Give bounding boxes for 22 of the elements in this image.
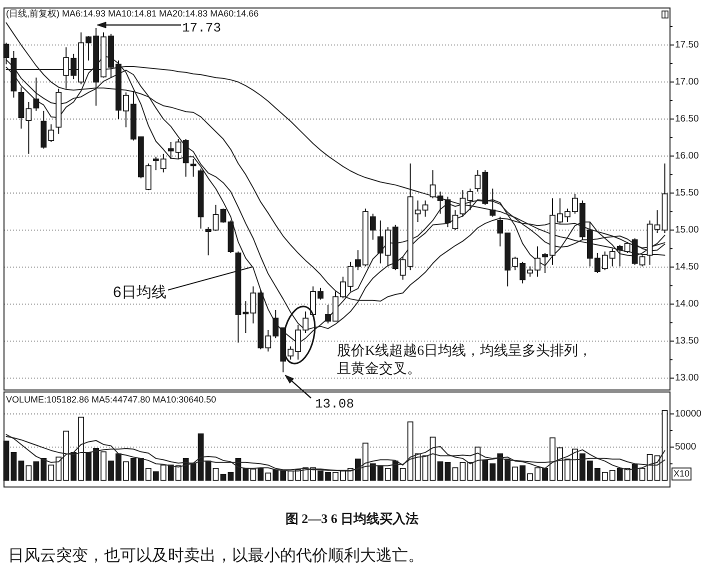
title: VOLUME:105182.86 MA5:44747.80 MA10:30640.50 [6, 394, 216, 404]
y-tick-label: 10000 [675, 408, 702, 420]
annotation: 日风云突变，也可以及时卖出，以最小的代价顺利大逃亡。 [8, 548, 424, 565]
y-tick-label: 16.50 [675, 114, 699, 125]
y-tick-label: 14.50 [675, 262, 699, 273]
title: 图 2—3 6 日均线买入法 [285, 510, 419, 526]
y-tick-label: 16.00 [675, 150, 699, 162]
title: (日线,前复权) MA6:14.93 MA10:14.81 MA20:14.83 MA60:14.66 [6, 8, 259, 18]
ylabel: X10 [672, 468, 692, 480]
y-tick-label: 17.00 [675, 76, 699, 88]
y-tick-label: 15.00 [675, 224, 699, 236]
annotation: 且黄金交叉。 [337, 362, 421, 378]
y-tick-label: 13.00 [675, 372, 699, 384]
annotation: 13.08 [315, 396, 354, 412]
y-tick-label: 15.50 [675, 188, 699, 199]
annotation: 6日均线 [113, 284, 166, 301]
annotation: 17.73 [182, 20, 222, 36]
y-tick-label: 14.00 [675, 298, 699, 310]
y-tick-label: 5000 [675, 442, 696, 453]
annotation: 股价K线超越6日均线，均线呈多头排列， [337, 344, 592, 360]
y-tick-label: 17.50 [675, 40, 699, 51]
y-tick-label: 13.50 [675, 336, 699, 347]
